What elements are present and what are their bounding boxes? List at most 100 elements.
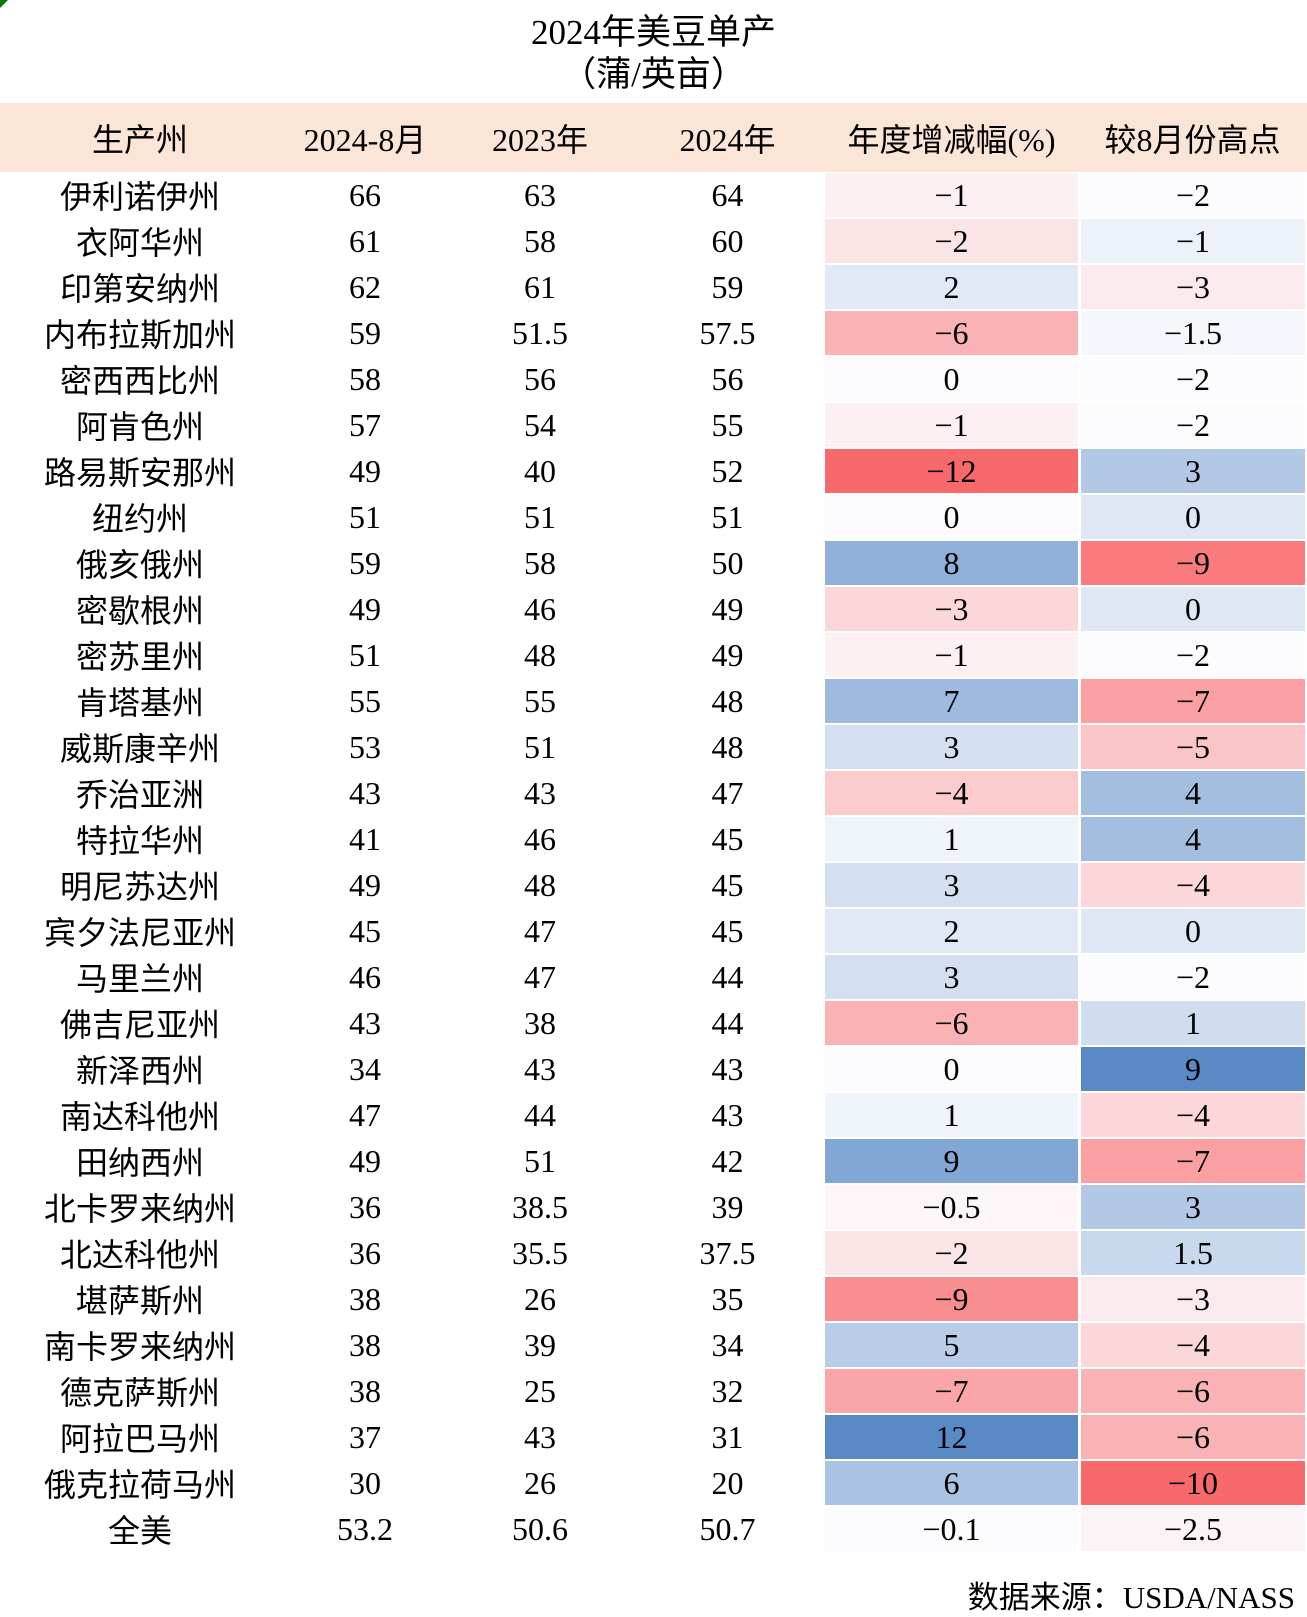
vs-aug-high-cell: −2.5 (1078, 1506, 1307, 1552)
value-2024: 56 (711, 360, 744, 397)
table-row: 马里兰州 46 47 44 3 −2 (0, 954, 1307, 1000)
value-2024: 44 (711, 958, 744, 995)
value-aug-2024: 55 (349, 682, 381, 719)
value-2023: 51.5 (512, 314, 568, 351)
yoy-change-cell: −9 (825, 1276, 1078, 1322)
state-name: 衣阿华州 (75, 225, 204, 261)
yoy-change-cell: −0.5 (825, 1184, 1078, 1230)
value-2024: 59 (711, 268, 744, 305)
value-aug-2024: 45 (349, 912, 381, 949)
value-aug-2024: 57 (349, 406, 381, 443)
value-2024: 48 (711, 728, 744, 765)
value-2023: 46 (524, 820, 556, 857)
yoy-change-cell: 3 (825, 724, 1078, 770)
state-name: 北达科他州 (59, 1237, 220, 1273)
yoy-change-cell: 0 (825, 356, 1078, 402)
value-2023: 47 (524, 912, 556, 949)
value-aug-2024: 34 (349, 1050, 381, 1087)
column-header-1: 生产州 (0, 103, 280, 172)
yoy-change-cell: −1 (825, 632, 1078, 678)
state-name: 宾夕法尼亚州 (43, 915, 236, 951)
table-row: 印第安纳州 62 61 59 2 −3 (0, 264, 1307, 310)
vs-aug-high-cell: 4 (1078, 770, 1307, 816)
column-header-5: 年度增减幅(%) (825, 103, 1078, 172)
state-name: 密歇根州 (75, 593, 204, 629)
table-row: 佛吉尼亚州 43 38 44 −6 1 (0, 1000, 1307, 1046)
state-name: 马里兰州 (75, 961, 204, 997)
value-aug-2024: 43 (349, 1004, 381, 1041)
vs-aug-high-cell: −10 (1078, 1460, 1307, 1506)
vs-aug-high-cell: −7 (1078, 678, 1307, 724)
vs-aug-high-cell: 0 (1078, 494, 1307, 540)
vs-aug-high-cell: 4 (1078, 816, 1307, 862)
state-name: 新泽西州 (75, 1053, 204, 1089)
value-2023: 47 (524, 958, 556, 995)
state-name: 内布拉斯加州 (43, 317, 236, 353)
table-row: 乔治亚洲 43 43 47 −4 4 (0, 770, 1307, 816)
state-name: 佛吉尼亚州 (59, 1007, 220, 1043)
value-2023: 43 (524, 1050, 556, 1087)
column-header-2: 2024-8月 (280, 103, 450, 172)
yoy-change-cell: 9 (825, 1138, 1078, 1184)
vs-aug-high-cell: −9 (1078, 540, 1307, 586)
yoy-change-cell: −2 (825, 1230, 1078, 1276)
yoy-change-cell: −1 (825, 172, 1078, 218)
vs-aug-high-cell: 0 (1078, 908, 1307, 954)
value-aug-2024: 36 (349, 1188, 381, 1225)
state-name: 明尼苏达州 (59, 869, 220, 905)
yoy-change-cell: 8 (825, 540, 1078, 586)
table-row: 阿拉巴马州 37 43 31 12 −6 (0, 1414, 1307, 1460)
state-name: 北卡罗来纳州 (43, 1191, 236, 1227)
value-aug-2024: 36 (349, 1234, 381, 1271)
value-aug-2024: 66 (349, 176, 381, 213)
vs-aug-high-cell: −6 (1078, 1368, 1307, 1414)
vs-aug-high-cell: 9 (1078, 1046, 1307, 1092)
value-aug-2024: 38 (349, 1326, 381, 1363)
yoy-change-cell: −4 (825, 770, 1078, 816)
value-aug-2024: 37 (349, 1418, 381, 1455)
value-2023: 61 (524, 268, 556, 305)
vs-aug-high-cell: −5 (1078, 724, 1307, 770)
title-block: 2024年美豆单产 （蒲/英亩） (0, 0, 1307, 103)
value-2024: 49 (711, 636, 744, 673)
yoy-change-cell: −7 (825, 1368, 1078, 1414)
value-2024: 52 (711, 452, 744, 489)
vs-aug-high-cell: −6 (1078, 1414, 1307, 1460)
yoy-change-cell: −3 (825, 586, 1078, 632)
state-name: 南达科他州 (59, 1099, 220, 1135)
vs-aug-high-cell: −2 (1078, 632, 1307, 678)
state-name: 伊利诺伊州 (59, 179, 220, 215)
value-2023: 25 (524, 1372, 556, 1409)
chart-title: 2024年美豆单产 (530, 13, 776, 52)
table-row: 北达科他州 36 35.5 37.5 −2 1.5 (0, 1230, 1307, 1276)
table-row: 堪萨斯州 38 26 35 −9 −3 (0, 1276, 1307, 1322)
value-aug-2024: 49 (349, 1142, 381, 1179)
value-aug-2024: 53.2 (337, 1510, 393, 1547)
value-aug-2024: 59 (349, 314, 381, 351)
yoy-change-cell: −1 (825, 402, 1078, 448)
state-name: 印第安纳州 (59, 271, 220, 307)
value-2023: 55 (524, 682, 556, 719)
table-row: 衣阿华州 61 58 60 −2 −1 (0, 218, 1307, 264)
table-row: 特拉华州 41 46 45 1 4 (0, 816, 1307, 862)
yoy-change-cell: 2 (825, 264, 1078, 310)
state-name: 堪萨斯州 (75, 1283, 204, 1319)
value-2024: 39 (711, 1188, 744, 1225)
value-2024: 45 (711, 912, 744, 949)
yoy-change-cell: 3 (825, 954, 1078, 1000)
value-aug-2024: 38 (349, 1280, 381, 1317)
table-row: 内布拉斯加州 59 51.5 57.5 −6 −1.5 (0, 310, 1307, 356)
vs-aug-high-cell: −4 (1078, 1322, 1307, 1368)
yoy-change-cell: 2 (825, 908, 1078, 954)
value-2023: 63 (524, 176, 556, 213)
state-name: 俄亥俄州 (75, 547, 204, 583)
column-header-4: 2024年 (630, 103, 825, 172)
state-name: 田纳西州 (75, 1145, 204, 1181)
state-name: 肯塔基州 (75, 685, 204, 721)
value-2024: 32 (711, 1372, 744, 1409)
table-row: 宾夕法尼亚州 45 47 45 2 0 (0, 908, 1307, 954)
table-row-total: 全美 53.2 50.6 50.7 −0.1 −2.5 (0, 1506, 1307, 1552)
table-row: 威斯康辛州 53 51 48 3 −5 (0, 724, 1307, 770)
state-name: 威斯康辛州 (59, 731, 220, 767)
value-2024: 44 (711, 1004, 744, 1041)
